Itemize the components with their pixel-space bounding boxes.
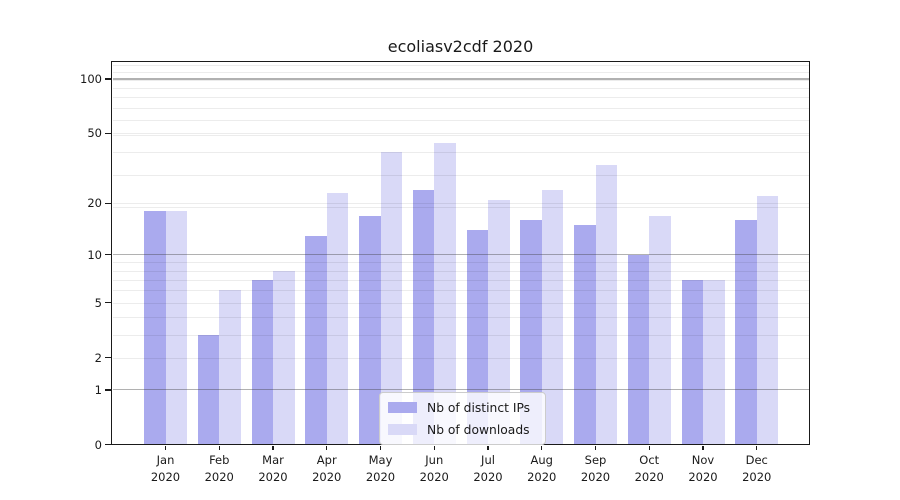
- x-tick-month-text: Jul: [481, 453, 495, 467]
- x-tick-aug: [541, 445, 543, 450]
- x-tick-label-jul: Jul 2020: [458, 452, 518, 486]
- x-tick-jun: [433, 445, 435, 450]
- x-tick-label-oct: Oct 2020: [619, 452, 679, 486]
- x-tick-jul: [487, 445, 489, 450]
- x-tick-label-apr: Apr 2020: [297, 452, 357, 486]
- y-tick-label-0: 0: [94, 437, 102, 452]
- plot-area: [111, 61, 810, 445]
- x-tick-month-text: Apr: [316, 453, 337, 467]
- y-tick-label-50: 50: [87, 126, 102, 141]
- legend-item-distinct-ips: Nb of distinct IPs: [388, 399, 537, 416]
- y-tick-label-100: 100: [80, 71, 102, 86]
- legend-label-downloads: Nb of downloads: [427, 422, 530, 437]
- legend-swatch-downloads: [388, 424, 417, 435]
- x-tick-month-text: Sep: [584, 453, 607, 467]
- y-tick-label-1: 1: [94, 382, 102, 397]
- x-tick-year-text: 2020: [365, 470, 396, 484]
- x-tick-label-mar: Mar 2020: [243, 452, 303, 486]
- x-tick-year-text: 2020: [419, 470, 449, 484]
- x-tick-year-text: 2020: [634, 470, 664, 484]
- legend-item-downloads: Nb of downloads: [388, 421, 537, 438]
- x-tick-month-text: Oct: [639, 453, 660, 467]
- x-tick-year-text: 2020: [150, 470, 181, 484]
- x-tick-month-text: Jun: [425, 453, 444, 467]
- x-tick-month-text: Dec: [745, 453, 768, 467]
- x-tick-month-text: Mar: [262, 453, 284, 467]
- x-tick-label-nov: Nov 2020: [673, 452, 733, 486]
- x-tick-label-aug: Aug 2020: [512, 452, 572, 486]
- x-tick-feb: [218, 445, 220, 450]
- x-tick-oct: [648, 445, 650, 450]
- legend-swatch-distinct-ips: [388, 402, 417, 413]
- x-tick-year-text: 2020: [688, 470, 718, 484]
- x-tick-label-jun: Jun 2020: [404, 452, 464, 486]
- x-tick-mar: [272, 445, 274, 450]
- x-tick-year-text: 2020: [312, 470, 342, 484]
- x-tick-label-jan: Jan 2020: [136, 452, 196, 486]
- x-tick-year-text: 2020: [580, 470, 611, 484]
- x-tick-apr: [326, 445, 328, 450]
- x-tick-sep: [594, 445, 597, 450]
- x-tick-year-text: 2020: [742, 470, 772, 484]
- x-tick-year-text: 2020: [204, 470, 234, 484]
- x-tick-label-may: May 2020: [351, 452, 411, 486]
- x-tick-label-dec: Dec 2020: [727, 452, 787, 486]
- x-tick-month-text: Nov: [691, 453, 715, 467]
- x-tick-may: [379, 445, 382, 450]
- y-tick-label-2: 2: [94, 350, 102, 365]
- chart-title: ecoliasv2cdf 2020: [387, 37, 534, 56]
- x-tick-dec: [756, 445, 758, 450]
- y-tick-label-10: 10: [87, 247, 102, 262]
- y-tick-label-20: 20: [87, 196, 102, 211]
- legend: Nb of distinct IPs Nb of downloads: [379, 392, 546, 445]
- x-tick-month-text: Jan: [156, 453, 175, 467]
- x-tick-year-text: 2020: [527, 470, 557, 484]
- x-tick-month-text: Aug: [530, 453, 553, 467]
- legend-label-distinct-ips: Nb of distinct IPs: [427, 400, 531, 415]
- x-tick-month-text: May: [368, 453, 393, 467]
- y-tick-label-5: 5: [94, 295, 102, 310]
- x-tick-nov: [702, 445, 704, 450]
- x-tick-label-feb: Feb 2020: [189, 452, 249, 486]
- x-tick-label-sep: Sep 2020: [566, 452, 626, 486]
- x-tick-year-text: 2020: [258, 470, 288, 484]
- x-tick-year-text: 2020: [473, 470, 503, 484]
- x-tick-jan: [164, 445, 167, 450]
- x-tick-month-text: Feb: [209, 453, 230, 467]
